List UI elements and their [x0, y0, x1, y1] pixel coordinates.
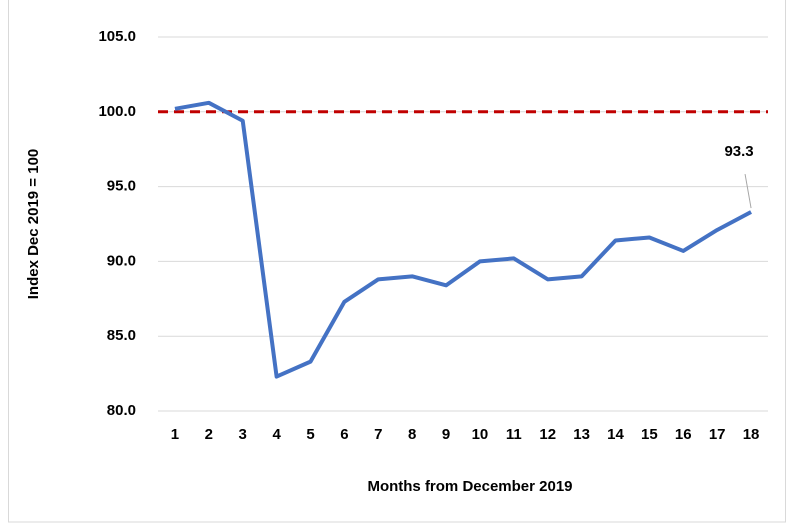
x-tick-label: 13 [573, 426, 590, 443]
x-tick-label: 14 [607, 426, 624, 443]
x-tick-label: 15 [641, 426, 658, 443]
line [174, 100, 752, 379]
x-tick-label: 4 [272, 426, 281, 443]
x-tick-label: 6 [340, 426, 348, 443]
data-label: 93.3 [724, 143, 753, 160]
x-tick-label: 2 [205, 426, 213, 443]
y-tick-label: 80.0 [107, 402, 136, 419]
chart-border [8, 0, 786, 523]
leader-line [744, 173, 752, 209]
y-tick-label: 85.0 [107, 327, 136, 344]
y-tick-label: 95.0 [107, 178, 136, 195]
x-tick-label: 3 [239, 426, 247, 443]
x-tick-label: 11 [506, 426, 522, 443]
x-tick-label: 1 [171, 426, 179, 443]
x-tick-label: 7 [374, 426, 382, 443]
x-tick-label: 18 [743, 426, 760, 443]
y-tick-label: 100.0 [98, 103, 136, 120]
y-axis-label: Index Dec 2019 = 100 [25, 149, 42, 300]
x-tick-label: 17 [709, 426, 726, 443]
y-tick-label: 105.0 [98, 28, 136, 45]
x-tick-label: 10 [472, 426, 489, 443]
x-tick-label: 16 [675, 426, 692, 443]
y-tick-label: 90.0 [107, 252, 136, 269]
x-axis-label: Months from December 2019 [367, 478, 572, 495]
x-tick-label: 5 [306, 426, 314, 443]
x-tick-label: 9 [442, 426, 450, 443]
x-tick-label: 12 [539, 426, 556, 443]
x-tick-label: 8 [408, 426, 416, 443]
